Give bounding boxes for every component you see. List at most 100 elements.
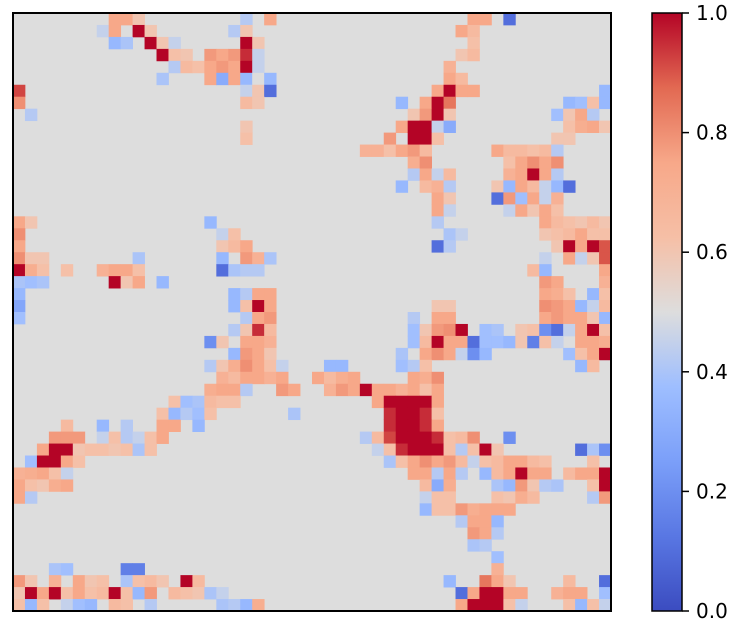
heatmap-cell (575, 587, 588, 600)
heatmap-cell (371, 431, 385, 444)
heatmap-cell (539, 300, 552, 313)
heatmap-cell (395, 455, 409, 468)
heatmap-cell (264, 13, 277, 26)
heatmap-cell (575, 599, 588, 612)
heatmap-cell (168, 36, 181, 50)
heatmap-cell (156, 48, 169, 62)
heatmap-cell (48, 431, 62, 444)
heatmap-cell (264, 84, 277, 98)
heatmap-cell (228, 24, 241, 38)
heatmap-cell (407, 443, 421, 456)
heatmap-cell (395, 347, 409, 361)
heatmap-cell (252, 371, 265, 385)
heatmap-cell (539, 479, 552, 492)
heatmap-cell (599, 264, 612, 277)
heatmap-cell (132, 443, 145, 456)
heatmap-cell (204, 216, 217, 229)
heatmap-cell (431, 84, 444, 98)
heatmap-cell (515, 168, 528, 181)
heatmap-cell (419, 383, 432, 397)
heatmap-cell (13, 288, 26, 301)
heatmap-cell (443, 228, 456, 241)
heatmap-cell (13, 96, 26, 110)
heatmap-cell (503, 156, 516, 169)
heatmap-cell (84, 599, 98, 612)
heatmap-cell (240, 252, 253, 265)
heatmap-cell (120, 563, 133, 576)
heatmap-cell (599, 312, 612, 325)
heatmap-cell (563, 300, 576, 313)
heatmap-cell (503, 192, 516, 205)
heatmap-cell (407, 312, 421, 325)
heatmap-cell (563, 240, 576, 253)
heatmap-cell (599, 240, 612, 253)
heatmap-cell (216, 371, 229, 385)
heatmap-cell (551, 156, 564, 169)
heatmap-cell (228, 60, 241, 74)
heatmap-cell (204, 335, 217, 349)
heatmap-cell (503, 168, 516, 181)
heatmap-cell (419, 335, 432, 349)
heatmap-cell (156, 419, 169, 432)
heatmap-cell (240, 300, 253, 313)
heatmap-cell (120, 264, 133, 277)
heatmap-cell (216, 335, 229, 349)
heatmap-cell (599, 96, 612, 110)
heatmap-cell (455, 443, 468, 456)
heatmap-cell (587, 288, 600, 301)
heatmap-cell (455, 228, 468, 241)
heatmap-cell (431, 407, 444, 421)
heatmap-cell (228, 347, 241, 361)
heatmap-cell (587, 335, 600, 349)
heatmap-cell (431, 300, 444, 313)
heatmap-cell (204, 72, 217, 86)
heatmap-cell (575, 359, 588, 373)
heatmap-cell (467, 443, 480, 456)
heatmap-cell (276, 359, 289, 373)
heatmap-cell (228, 300, 241, 313)
heatmap-cell (120, 36, 133, 50)
heatmap-cell (120, 599, 133, 612)
heatmap-cell (563, 599, 576, 612)
heatmap-cell (240, 312, 253, 325)
heatmap-cell (120, 13, 133, 26)
heatmap-cell (252, 288, 265, 301)
heatmap-cell (491, 180, 504, 193)
heatmap-cell (527, 180, 540, 193)
heatmap-cell (96, 443, 110, 456)
heatmap-cell (60, 431, 74, 444)
heatmap-cell (467, 539, 480, 552)
heatmap-cell (551, 300, 564, 313)
heatmap-cell (455, 467, 468, 480)
heatmap-cell (252, 84, 265, 98)
heatmap-cell (587, 108, 600, 122)
heatmap-cell (419, 108, 432, 122)
heatmap-cell (479, 335, 492, 349)
heatmap-cell (599, 323, 612, 337)
heatmap-cell (503, 335, 516, 349)
heatmap-cell (563, 228, 576, 241)
heatmap-cell (431, 347, 444, 361)
heatmap-cell (539, 467, 552, 480)
heatmap-cell (24, 216, 38, 229)
heatmap-cell (13, 240, 26, 253)
heatmap-cell (228, 288, 241, 301)
heatmap-cell (395, 383, 409, 397)
heatmap-cell (587, 443, 600, 456)
heatmap-cell (96, 587, 110, 600)
heatmap-cell (587, 228, 600, 241)
heatmap-cell (216, 599, 229, 612)
heatmap-cell (587, 96, 600, 110)
heatmap-cell (252, 96, 265, 110)
heatmap-cell (551, 228, 564, 241)
heatmap-cell (419, 144, 432, 157)
heatmap-cell (587, 347, 600, 361)
heatmap-cell (347, 383, 361, 397)
heatmap-cell (323, 383, 337, 397)
heatmap-cell (467, 455, 480, 468)
heatmap-cell (132, 563, 145, 576)
heatmap-cell (252, 72, 265, 86)
heatmap-cell (252, 599, 265, 612)
heatmap-cell (539, 264, 552, 277)
heatmap-cell (383, 443, 397, 456)
